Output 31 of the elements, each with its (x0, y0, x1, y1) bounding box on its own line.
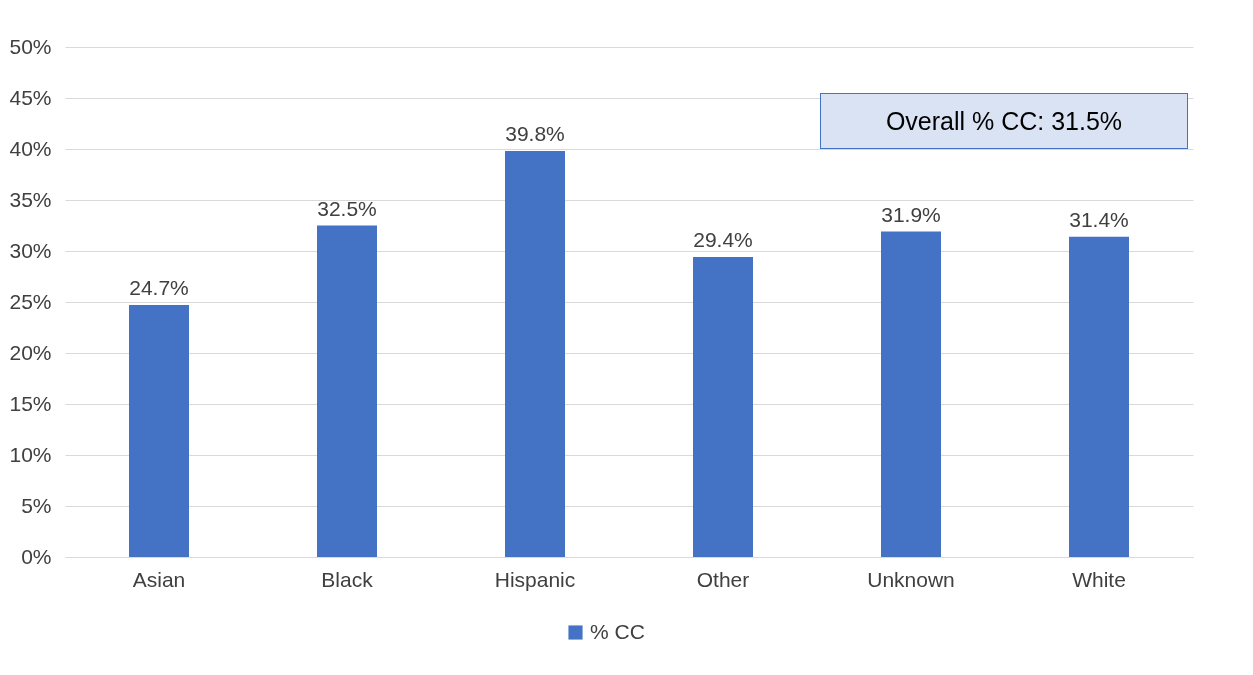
y-tick-label: 20% (9, 340, 52, 364)
data-label: 31.9% (881, 202, 941, 226)
legend-label: % CC (590, 619, 645, 643)
bar (693, 257, 753, 557)
x-tick-label: Black (321, 567, 374, 591)
data-label: 32.5% (317, 196, 377, 220)
y-tick-label: 0% (21, 544, 52, 568)
x-tick-label: Unknown (867, 567, 955, 591)
y-tick-label: 35% (9, 187, 52, 211)
y-tick-label: 15% (9, 391, 52, 415)
bar (1069, 236, 1129, 557)
x-tick-label: Hispanic (494, 567, 576, 591)
x-tick-label: Other (696, 567, 750, 591)
data-label: 29.4% (693, 228, 753, 252)
y-tick-label: 50% (9, 34, 52, 58)
y-tick-label: 5% (21, 493, 52, 517)
bar (317, 225, 377, 557)
bar (505, 151, 565, 557)
note-box: Overall % CC: 31.5% (820, 93, 1188, 149)
x-tick-label: Asian (132, 567, 186, 591)
x-tick-label: White (1072, 567, 1126, 591)
y-tick-label: 45% (9, 85, 52, 109)
data-label: 39.8% (505, 122, 565, 146)
y-tick-label: 25% (9, 289, 52, 313)
bar (881, 231, 941, 557)
bar (129, 305, 189, 557)
y-tick-label: 30% (9, 238, 52, 262)
y-tick-label: 10% (9, 442, 52, 466)
y-tick-label: 40% (9, 136, 52, 160)
data-label: 31.4% (1069, 207, 1129, 231)
data-label: 24.7% (129, 276, 189, 300)
